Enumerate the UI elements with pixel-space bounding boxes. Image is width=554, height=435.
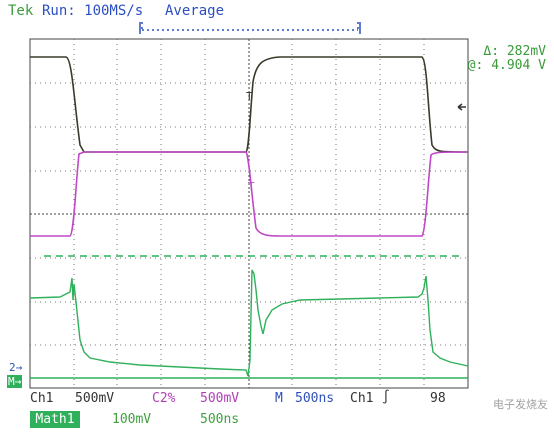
trigger-position-bracket xyxy=(139,22,361,34)
trigger-level: 98 xyxy=(430,391,446,406)
math-ground-marker: M→ xyxy=(7,375,23,388)
watermark-text: 电子发烧友 xyxy=(493,398,548,411)
trigger-slope-icon: ∫ xyxy=(382,390,390,405)
cursor-at: @: 4.904 V xyxy=(467,58,546,73)
ch1-trigger-marker: T xyxy=(246,90,253,103)
timebase-label: M xyxy=(275,391,283,406)
ch2-label: C2% xyxy=(152,391,176,406)
timebase-value: 500ns xyxy=(295,391,335,406)
acquisition-mode: Average xyxy=(165,3,225,19)
brand-label: Tek xyxy=(8,3,34,19)
math-scale: 100mV xyxy=(112,412,152,427)
math1-label: Math1 xyxy=(35,412,75,427)
ch1-label: Ch1 xyxy=(30,391,54,406)
watermark-logo: 电子发烧友 xyxy=(493,396,548,412)
graticule-grid xyxy=(30,39,468,388)
math1-badge: Math1 xyxy=(30,411,80,428)
math-trace xyxy=(29,269,469,377)
ch1-scale: 500mV xyxy=(75,391,115,406)
ch2-scale: 500mV xyxy=(200,391,240,406)
ch2-trace xyxy=(30,151,469,237)
trigger-level-arrow xyxy=(457,103,466,111)
ch1-trace xyxy=(30,56,469,153)
trigger-source: Ch1 xyxy=(350,391,374,406)
cursor-delta: Δ: 282mV xyxy=(483,44,546,59)
ch2-ground-marker: 2→ xyxy=(9,361,23,374)
ch2-trigger-marker: T xyxy=(248,180,255,193)
run-status: Run: 100MS/s xyxy=(42,3,144,19)
status-bar: Tek Run: 100MS/s Average xyxy=(0,0,554,24)
graticule-center xyxy=(30,39,468,388)
math-time: 500ns xyxy=(200,412,240,427)
